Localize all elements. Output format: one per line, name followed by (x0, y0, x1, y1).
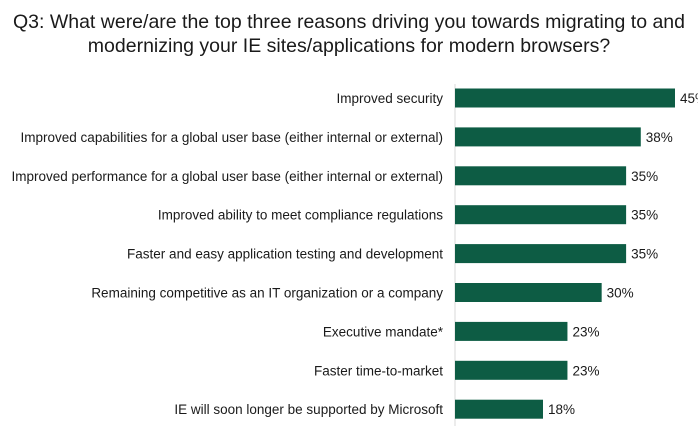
category-label: Improved ability to meet compliance regu… (158, 208, 443, 223)
category-label: Faster time-to-market (314, 363, 443, 378)
value-label: 23% (572, 324, 599, 339)
bar (455, 283, 602, 302)
value-label: 38% (646, 130, 673, 145)
bar (455, 127, 641, 147)
category-label: Improved performance for a global user b… (12, 169, 443, 184)
bar (455, 244, 627, 264)
value-label: 30% (607, 286, 634, 301)
value-label: 35% (631, 169, 658, 184)
bar (455, 360, 568, 380)
category-label: Improved security (336, 91, 443, 106)
category-label: Remaining competitive as an IT organizat… (91, 286, 443, 301)
bar (455, 321, 568, 341)
bar (455, 205, 627, 225)
bar (455, 88, 675, 108)
value-label: 45% (680, 91, 698, 106)
value-label: 35% (631, 208, 658, 223)
value-label: 18% (548, 402, 575, 417)
bar (455, 166, 627, 186)
category-label: Faster and easy application testing and … (127, 247, 443, 262)
category-label: IE will soon longer be supported by Micr… (174, 402, 443, 417)
bars-group (455, 88, 675, 419)
category-label: Improved capabilities for a global user … (21, 130, 443, 145)
value-labels-group: 45% 38% 35% 35% 35% 30% 23% 23% 18% (548, 91, 698, 417)
chart-title: Q3: What were/are the top three reasons … (12, 11, 686, 57)
category-labels-group: Improved security Improved capabilities f… (12, 91, 444, 417)
value-label: 35% (631, 247, 658, 262)
category-label: Executive mandate* (323, 324, 444, 339)
value-label: 23% (572, 363, 599, 378)
bar (455, 399, 543, 419)
